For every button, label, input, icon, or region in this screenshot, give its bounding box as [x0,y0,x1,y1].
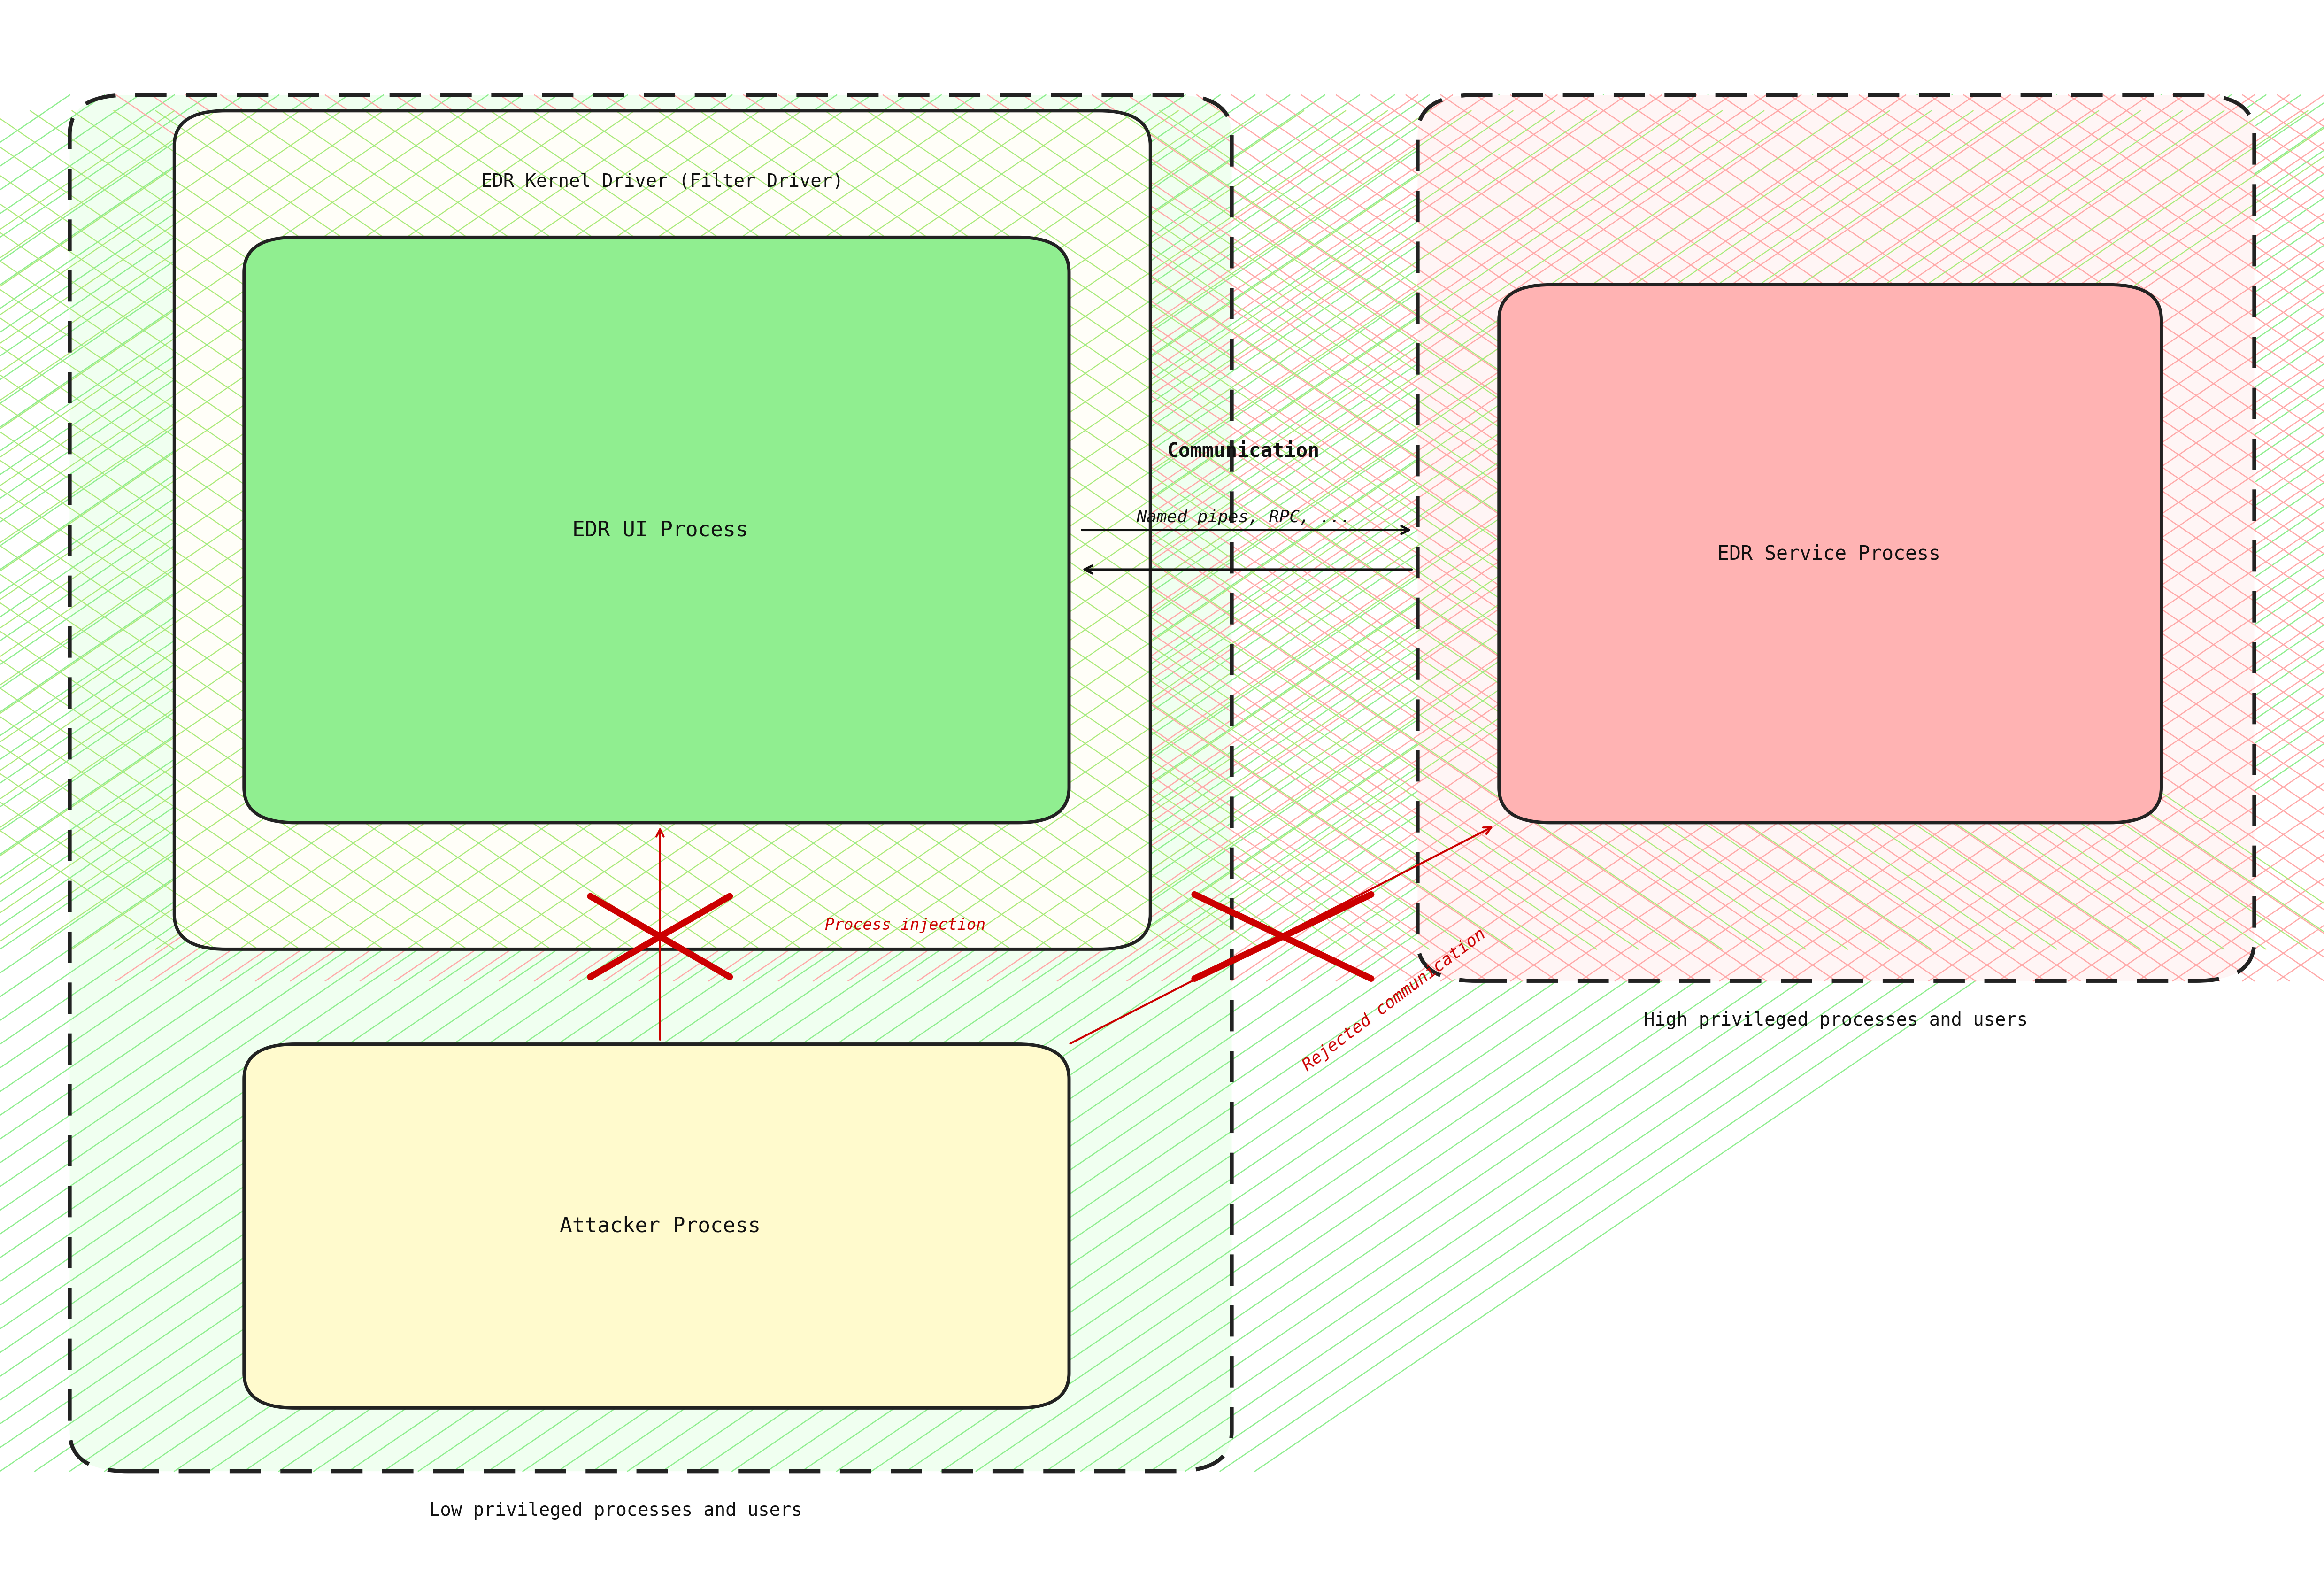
Bar [174,111,1150,949]
Bar [70,95,1232,1471]
FancyBboxPatch shape [244,1044,1069,1408]
Text: Low privileged processes and users: Low privileged processes and users [430,1501,802,1520]
Text: Rejected communication: Rejected communication [1299,925,1490,1074]
Bar [174,111,1150,949]
Text: EDR Kernel Driver (Filter Driver): EDR Kernel Driver (Filter Driver) [481,172,844,191]
Bar [174,111,1150,949]
Text: Communication: Communication [1167,441,1320,460]
Bar [1418,95,2254,981]
Text: High privileged processes and users: High privileged processes and users [1643,1011,2029,1030]
Text: Process injection: Process injection [825,918,985,933]
Text: Named pipes, RPC, ...: Named pipes, RPC, ... [1136,509,1350,525]
FancyBboxPatch shape [1418,95,2254,981]
Text: EDR Service Process: EDR Service Process [1717,544,1941,563]
FancyBboxPatch shape [244,237,1069,823]
FancyBboxPatch shape [1499,285,2161,823]
FancyBboxPatch shape [174,111,1150,949]
Text: Attacker Process: Attacker Process [560,1217,760,1236]
Bar [1418,95,2254,981]
Text: EDR UI Process: EDR UI Process [572,520,748,539]
FancyBboxPatch shape [70,95,1232,1471]
Bar [174,111,1150,949]
